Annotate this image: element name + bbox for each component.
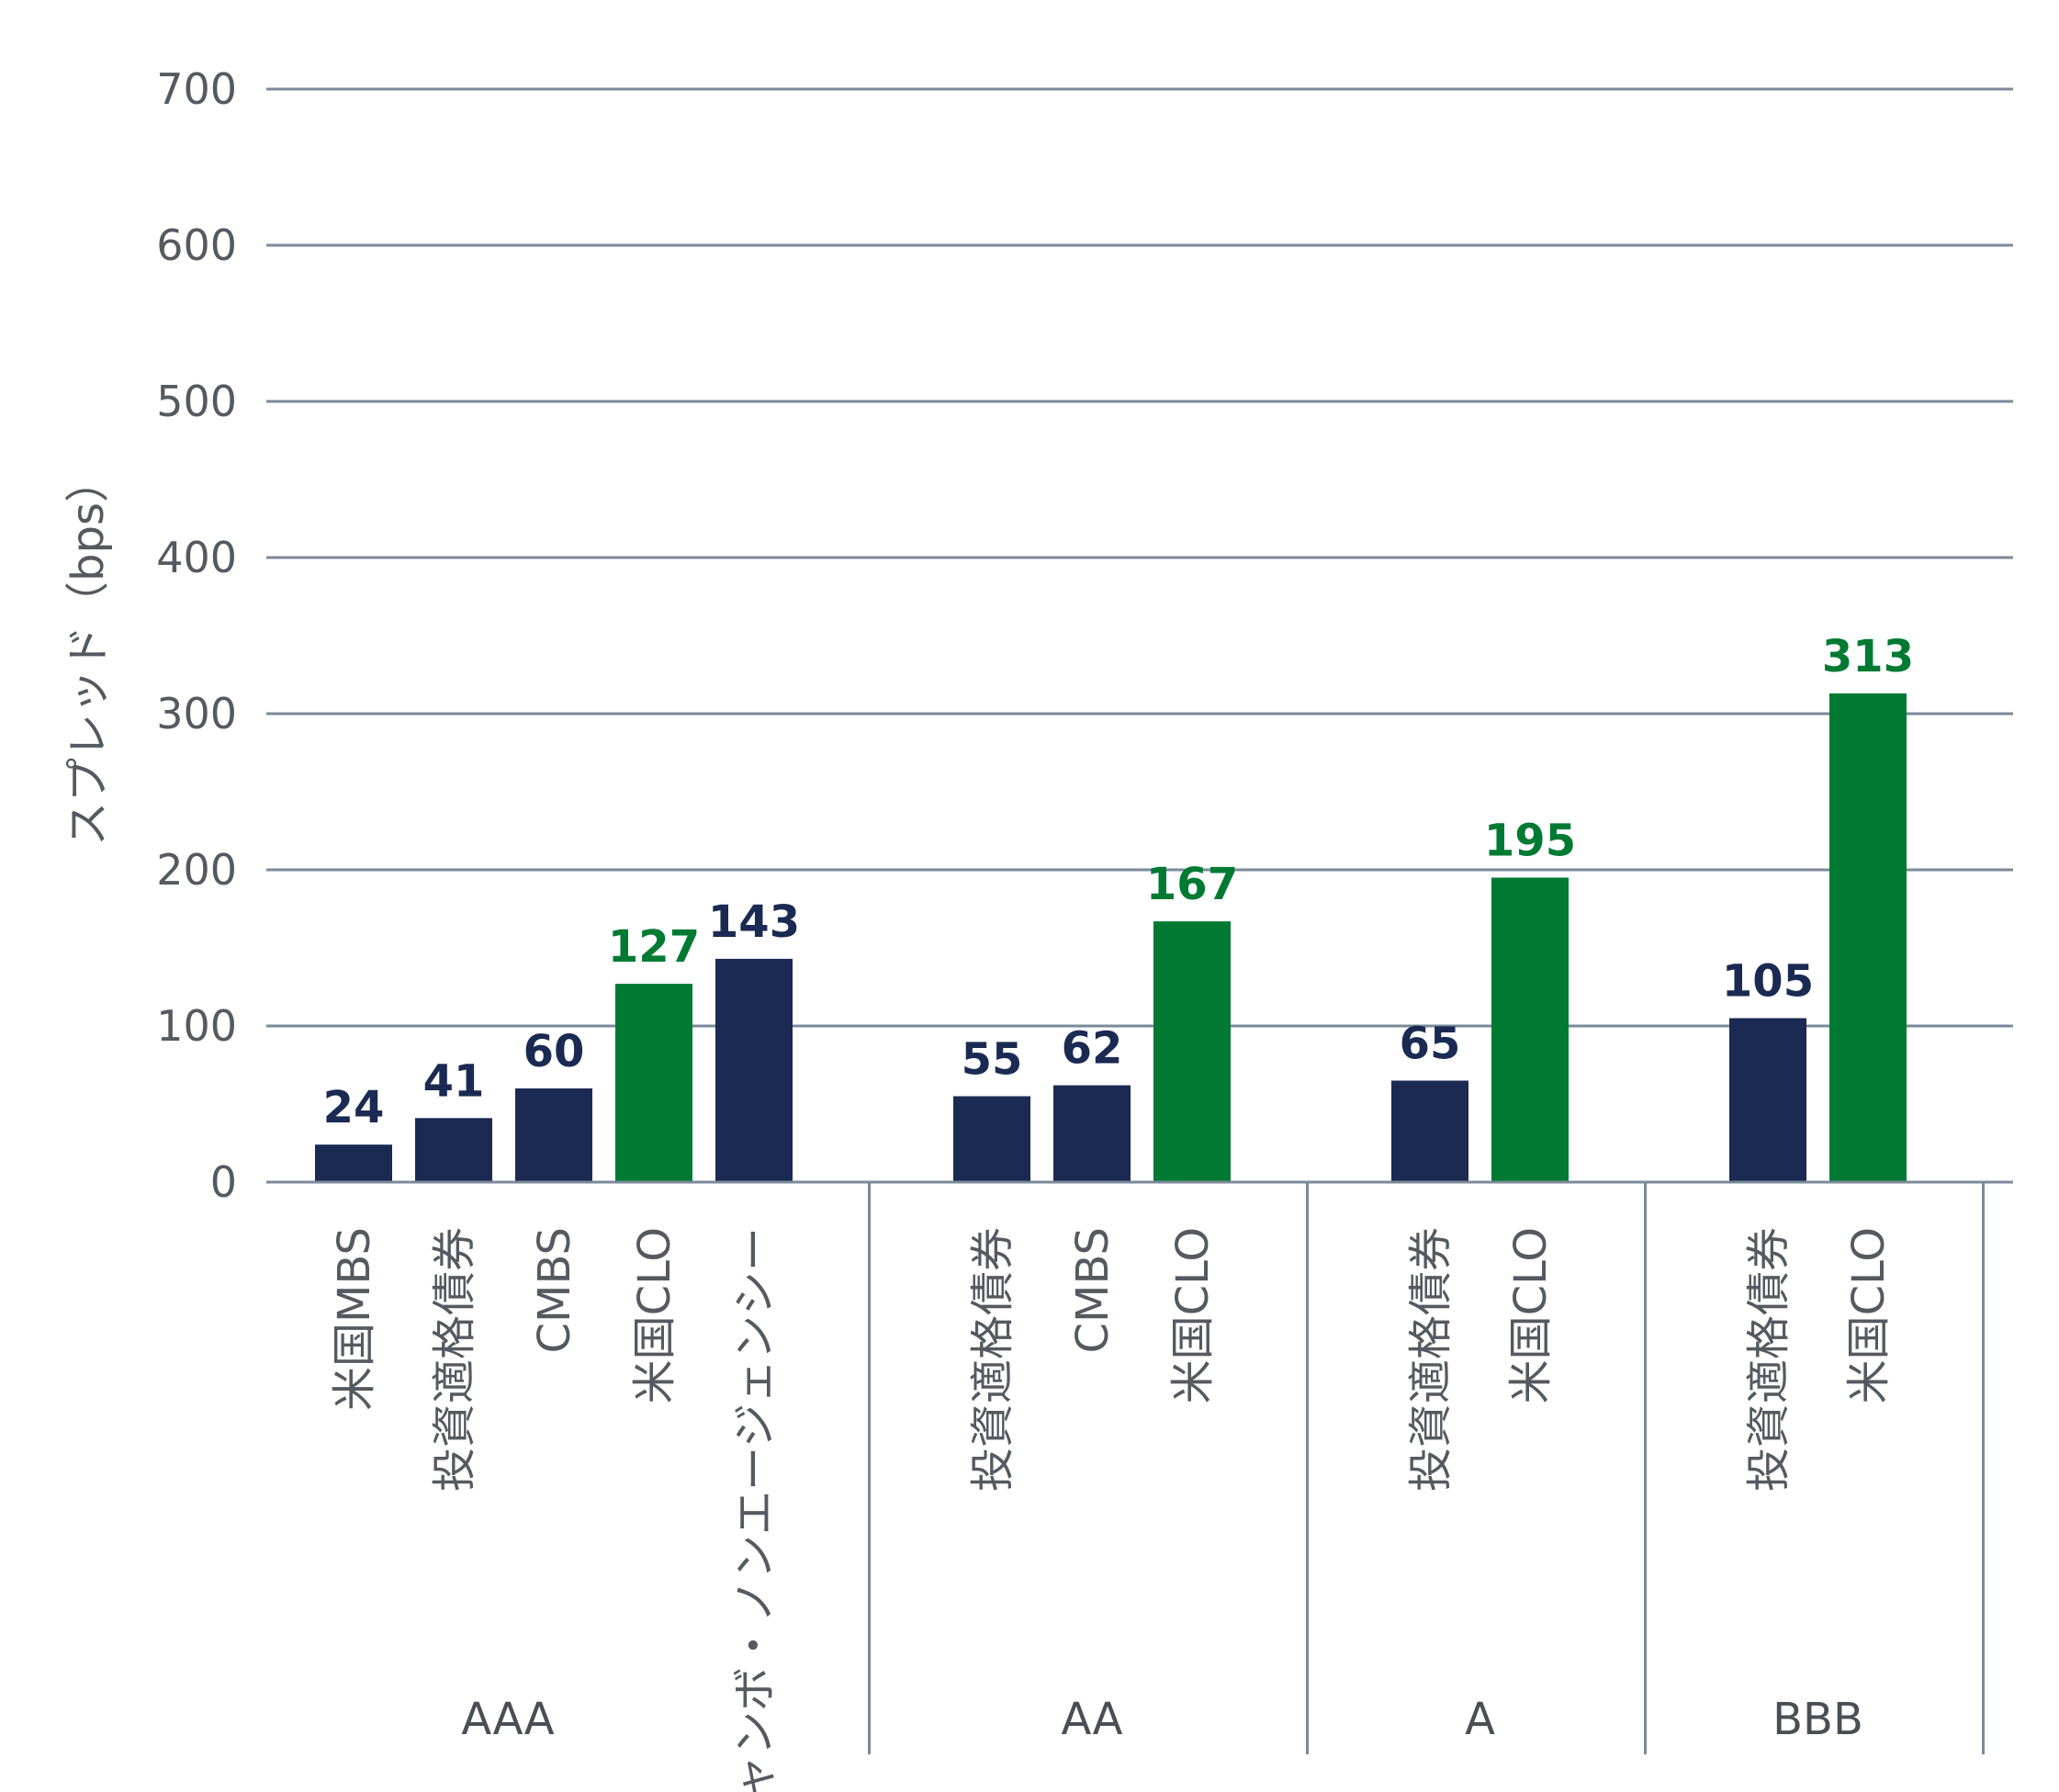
value-label: 143	[708, 896, 800, 948]
value-label: 105	[1722, 956, 1814, 1008]
category-label: 米国MBS	[329, 1227, 380, 1411]
category-label: 投資適格債券	[1743, 1227, 1795, 1492]
group-label: A	[1465, 1694, 1495, 1745]
bar	[1153, 921, 1231, 1182]
category-label: 投資適格債券	[1405, 1227, 1457, 1492]
y-tick-label: 400	[156, 533, 237, 582]
group-label: AAA	[461, 1694, 554, 1745]
bar	[1829, 693, 1907, 1182]
bars	[315, 693, 1907, 1182]
y-tick-label: 600	[156, 220, 237, 270]
bar	[615, 984, 692, 1182]
bar	[1053, 1085, 1131, 1182]
y-axis-ticks: 0 100 200 300 400 500 600 700	[156, 64, 237, 1207]
category-label: 米国CLO	[1505, 1227, 1557, 1403]
value-label: 313	[1822, 631, 1914, 682]
bar	[1729, 1018, 1806, 1182]
bar	[953, 1096, 1030, 1182]
group-separators	[868, 1182, 1985, 1754]
value-label: 65	[1400, 1019, 1461, 1070]
value-label: 62	[1062, 1023, 1123, 1075]
category-label: 米国CLO	[629, 1227, 681, 1403]
value-labels: 244160127143556216765195105313197275608	[323, 631, 1915, 1133]
gridlines	[266, 87, 2013, 1028]
bar	[1391, 1080, 1468, 1182]
value-label: 60	[523, 1026, 585, 1077]
group-label: AA	[1061, 1694, 1122, 1745]
category-label: CMBS	[529, 1227, 580, 1353]
group-labels: AAAAAABBBBB	[461, 1694, 1863, 1745]
category-label: 投資適格債券	[967, 1227, 1018, 1492]
bar	[415, 1118, 492, 1182]
category-label: 米国CLO	[1843, 1227, 1895, 1403]
value-label: 41	[423, 1055, 485, 1107]
y-tick-label: 200	[156, 845, 237, 895]
value-label: 127	[608, 921, 700, 973]
value-label: 167	[1146, 859, 1238, 910]
y-axis-title: スプレッド（bps）	[62, 458, 114, 846]
category-labels: 米国MBS 投資適格債券 CMBS 米国CLO ジャンボ・ノンエージェンシー 投資適格債券…	[329, 1227, 1895, 1792]
y-tick-label: 500	[156, 377, 237, 426]
y-tick-label: 0	[210, 1157, 237, 1207]
y-tick-label: 100	[156, 1001, 237, 1051]
category-label: 米国CLO	[1167, 1227, 1219, 1403]
y-tick-label: 700	[156, 64, 237, 114]
bar	[515, 1088, 592, 1182]
value-label: 55	[962, 1034, 1023, 1086]
bar	[315, 1144, 392, 1182]
category-label: ジャンボ・ノンエージェンシー	[729, 1227, 781, 1792]
group-label: BBB	[1772, 1694, 1863, 1745]
value-label: 24	[323, 1082, 385, 1133]
y-tick-label: 300	[156, 689, 237, 738]
category-label: CMBS	[1067, 1227, 1119, 1353]
bar	[715, 958, 793, 1182]
category-label: 投資適格債券	[429, 1227, 480, 1492]
bar	[1491, 877, 1569, 1182]
value-label: 195	[1484, 816, 1576, 867]
